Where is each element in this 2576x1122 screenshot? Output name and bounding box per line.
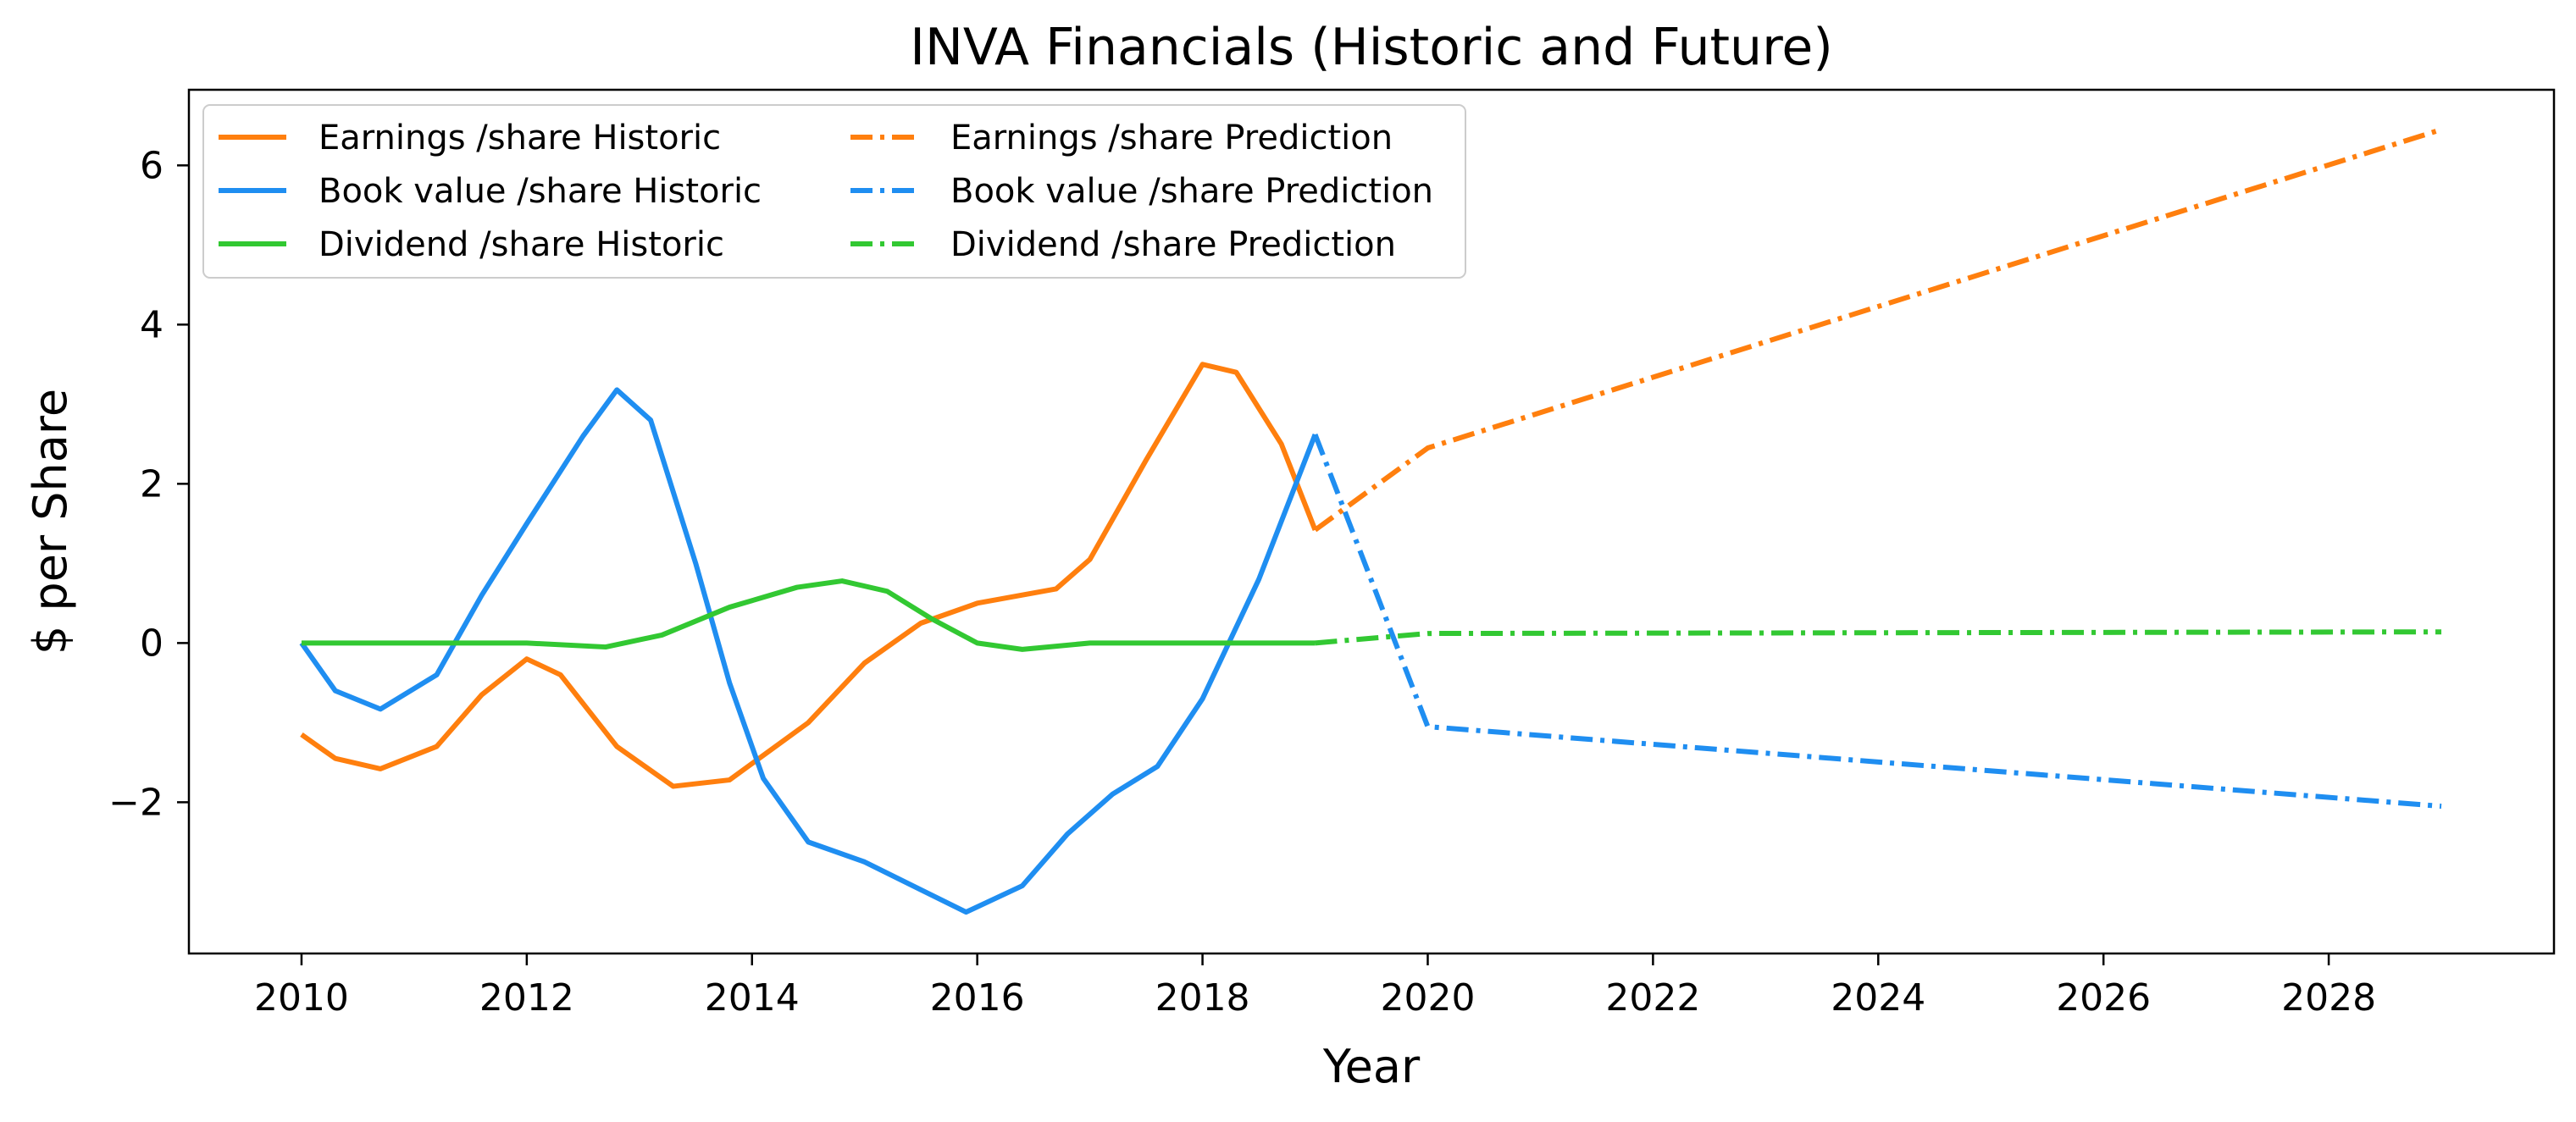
series-line-1 [300,362,1318,789]
series-line-3 [301,578,1316,652]
y-tick-label: −2 [108,781,163,824]
x-tick-label: 2010 [254,976,349,1020]
series-line-6 [1315,629,2442,646]
series-line-4 [1313,127,2442,533]
chart-title: INVA Financials (Historic and Future) [910,18,1833,77]
series-line-2 [299,387,1318,915]
series-line-5 [1312,433,2442,810]
plot-frame [187,88,2556,955]
legend-label: Dividend /share Historic [319,225,724,264]
x-tick-label: 2012 [479,976,574,1020]
x-tick-label: 2020 [1380,976,1475,1020]
x-tick-label: 2024 [1831,976,1925,1020]
y-tick-label: 2 [140,462,163,506]
x-tick-label: 2018 [1155,976,1250,1020]
y-tick-label: 4 [140,303,163,346]
legend-label: Book value /share Prediction [950,172,1433,211]
legend-label: Earnings /share Prediction [950,119,1393,158]
x-axis-label: Year [1322,1040,1421,1093]
x-tick-label: 2014 [705,976,800,1020]
legend-label: Earnings /share Historic [319,119,721,158]
legend-label: Book value /share Historic [319,172,762,211]
y-tick-label: 6 [140,144,163,187]
x-tick-label: 2016 [930,976,1025,1020]
legend-label: Dividend /share Prediction [950,225,1396,264]
legend-box [202,104,1466,279]
x-tick-label: 2026 [2056,976,2151,1020]
x-tick-label: 2028 [2281,976,2376,1020]
y-tick-label: 0 [140,622,163,665]
y-axis-label: $ per Share [24,389,77,655]
x-tick-label: 2022 [1605,976,1700,1020]
